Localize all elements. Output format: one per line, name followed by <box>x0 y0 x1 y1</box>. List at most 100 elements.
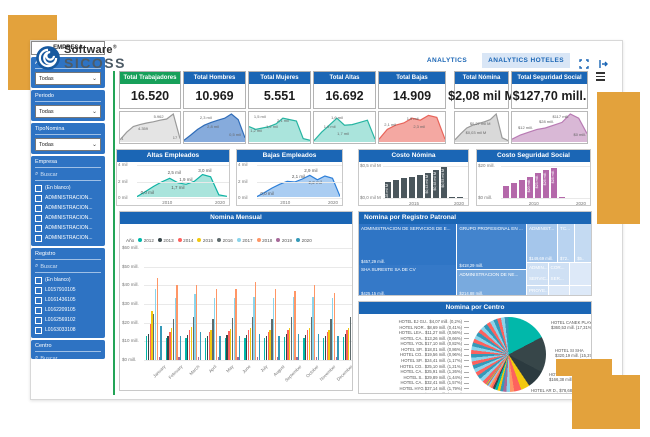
slicer-dropdown[interactable]: Todas ⌄ <box>35 105 101 118</box>
treemap-cell-small[interactable]: ADMIN... <box>526 262 548 274</box>
pie-label: HOTEL LEA.. $11,27 mill. (0,56%) <box>361 330 469 336</box>
treemap-cell[interactable]: GRUPO PROFESIONAL EN ... $418,29 mill. <box>457 224 527 270</box>
treemap-cell[interactable]: ADMINIST... $149,69 mill. <box>526 224 558 262</box>
y-axis-tick: $20 mill. <box>478 163 495 168</box>
checkbox[interactable] <box>35 214 42 222</box>
treemap-cell[interactable]: ADMINISTRACION DE NE... $214,88 mill. <box>457 269 527 295</box>
checkbox[interactable] <box>35 316 42 324</box>
slicer-año: AñoTodas⌄ <box>31 57 105 88</box>
bar <box>323 337 325 360</box>
slicer-label: TipoNomina <box>35 126 101 135</box>
tab-analytics-hoteles[interactable]: ANALYTICS HOTELES <box>482 53 570 68</box>
legend-item[interactable]: 2019 <box>276 238 292 243</box>
bar <box>265 335 268 360</box>
pie-label: HOTEL SI SHA$320,19 mill. (15,37%) <box>555 348 592 359</box>
checkbox[interactable] <box>35 296 42 304</box>
legend-item[interactable]: 2020 <box>296 238 312 243</box>
legend-item[interactable]: 2014 <box>177 238 193 243</box>
slicer-dropdown[interactable]: Todas ⌄ <box>35 72 101 85</box>
checkbox-item[interactable]: ADMINISTRACION... <box>35 233 101 243</box>
checkbox[interactable] <box>35 194 42 202</box>
visual-menu-icon[interactable] <box>596 72 605 83</box>
legend-item[interactable]: 2017 <box>236 238 253 243</box>
slicer-search[interactable]: ⌕ Buscar <box>35 263 101 273</box>
treemap-cell[interactable]: SHA SURESTE SA DE CV $425,15 mill. <box>359 265 457 295</box>
checkbox-item[interactable]: ADMINISTRACION... <box>35 223 101 233</box>
treemap-cell-small[interactable]: SERVIC... <box>526 274 548 286</box>
export-icon[interactable] <box>598 56 608 68</box>
bar <box>285 333 287 360</box>
checkbox-item[interactable]: L0162569102 <box>35 315 101 325</box>
kpi-value: 10.969 <box>195 89 234 103</box>
legend-item[interactable]: 2015 <box>197 238 213 243</box>
chart-title: Nomina por Registro Patronal <box>359 212 591 224</box>
checkbox-label: L0157910105 <box>45 287 76 293</box>
checkbox[interactable] <box>35 224 42 232</box>
bar: $23 mill. <box>535 173 541 198</box>
checkbox-item[interactable]: (En blanco) <box>35 275 101 285</box>
tab-analytics[interactable]: ANALYTICS <box>426 57 468 64</box>
checkbox[interactable] <box>35 184 42 192</box>
sparkline-data-label: 2,8 mil <box>207 124 219 130</box>
checkbox-item[interactable]: ADMINISTRACION... <box>35 203 101 213</box>
treemap-cell-small[interactable]: PROYE... <box>526 285 548 295</box>
nomina-registro-patronal-treemap: Nomina por Registro Patronal ADMINISTRAC… <box>358 211 592 296</box>
treemap-cell[interactable]: $5.. <box>575 224 591 262</box>
legend-item[interactable]: 2012 <box>138 238 154 243</box>
treemap-cell-small[interactable]: SER... <box>548 274 570 286</box>
slicer-centro: Centro⌕Buscar(En blanco)ELITE SF JFCFUND… <box>31 340 105 359</box>
treemap-cell-value: $457,29 mill. <box>361 258 385 264</box>
legend-item[interactable]: 2016 <box>217 238 233 243</box>
bar <box>187 334 189 360</box>
slicer-search[interactable]: ⌕ Buscar <box>35 355 101 359</box>
bar-data-label: $26 mill. <box>543 172 547 186</box>
checkbox-item[interactable]: L0162209105 <box>35 305 101 315</box>
label-line <box>464 332 469 334</box>
sparkline-data-label: $0 mill. <box>573 132 587 138</box>
checkbox[interactable] <box>35 204 42 212</box>
legend-item[interactable]: 2018 <box>256 238 272 243</box>
checkbox-item[interactable]: L0163033108 <box>35 325 101 335</box>
fullscreen-icon[interactable] <box>579 56 589 69</box>
data-label: 2,1 mil <box>291 173 306 179</box>
checkbox-item[interactable]: (En blanco) <box>35 183 101 193</box>
bar <box>326 332 328 360</box>
plot-area: 0,0 mil 2,1 mil 2,9 mil 2,2 mil <box>256 165 341 198</box>
treemap-cell[interactable]: ADMINISTRACION DE SERVICIOS DE E... $457,… <box>359 224 457 265</box>
sparkline-data-label: 1,2 mil <box>266 123 278 129</box>
pie-label: HOTEL CO.. $25,10 mill. (1,21%) <box>361 364 469 370</box>
x-axis-tick: 2010 <box>528 201 539 206</box>
checkbox-item[interactable]: L0157910105 <box>35 285 101 295</box>
pie-label: HOTEL CA.. $13,26 mill. (0,66%) <box>361 336 469 342</box>
slicer-search[interactable]: ⌕ Buscar <box>35 171 101 181</box>
checkbox[interactable] <box>35 326 42 334</box>
treemap-cell-name: SERVIC... <box>528 276 548 282</box>
bar <box>294 290 296 360</box>
treemap-cell-small[interactable] <box>548 285 570 295</box>
checkbox-item[interactable]: ADMINISTRACION... <box>35 213 101 223</box>
checkbox[interactable] <box>35 234 42 242</box>
checkbox[interactable] <box>35 276 42 284</box>
gridline <box>144 322 352 324</box>
data-label: 2,5 mil <box>167 170 181 176</box>
slicer-dropdown[interactable]: Todas ⌄ <box>35 138 101 151</box>
month-group <box>264 289 280 360</box>
treemap-cell-small[interactable]: COR... <box>548 262 570 274</box>
checkbox[interactable] <box>35 286 42 294</box>
sparkline-data-label: 1,2 mil <box>250 128 262 134</box>
bar <box>258 333 261 360</box>
treemap-cell-small[interactable] <box>570 274 591 286</box>
treemap-cell-value: $5.. <box>577 255 585 261</box>
data-label: 2,2 mil <box>308 180 322 186</box>
treemap-cell-small[interactable] <box>570 262 591 274</box>
chevron-down-icon: ⌄ <box>91 142 97 148</box>
checkbox[interactable] <box>35 306 42 314</box>
area-path <box>249 117 310 142</box>
checkbox-item[interactable]: ADMINISTRACION... <box>35 193 101 203</box>
legend-item[interactable]: 2013 <box>157 238 174 243</box>
checkbox-item[interactable]: L0161436105 <box>35 295 101 305</box>
pie-circle[interactable] <box>471 317 546 392</box>
treemap-cell[interactable]: TC... $72.. <box>558 224 575 262</box>
bar <box>346 330 348 360</box>
treemap-cell-small[interactable] <box>570 285 591 295</box>
